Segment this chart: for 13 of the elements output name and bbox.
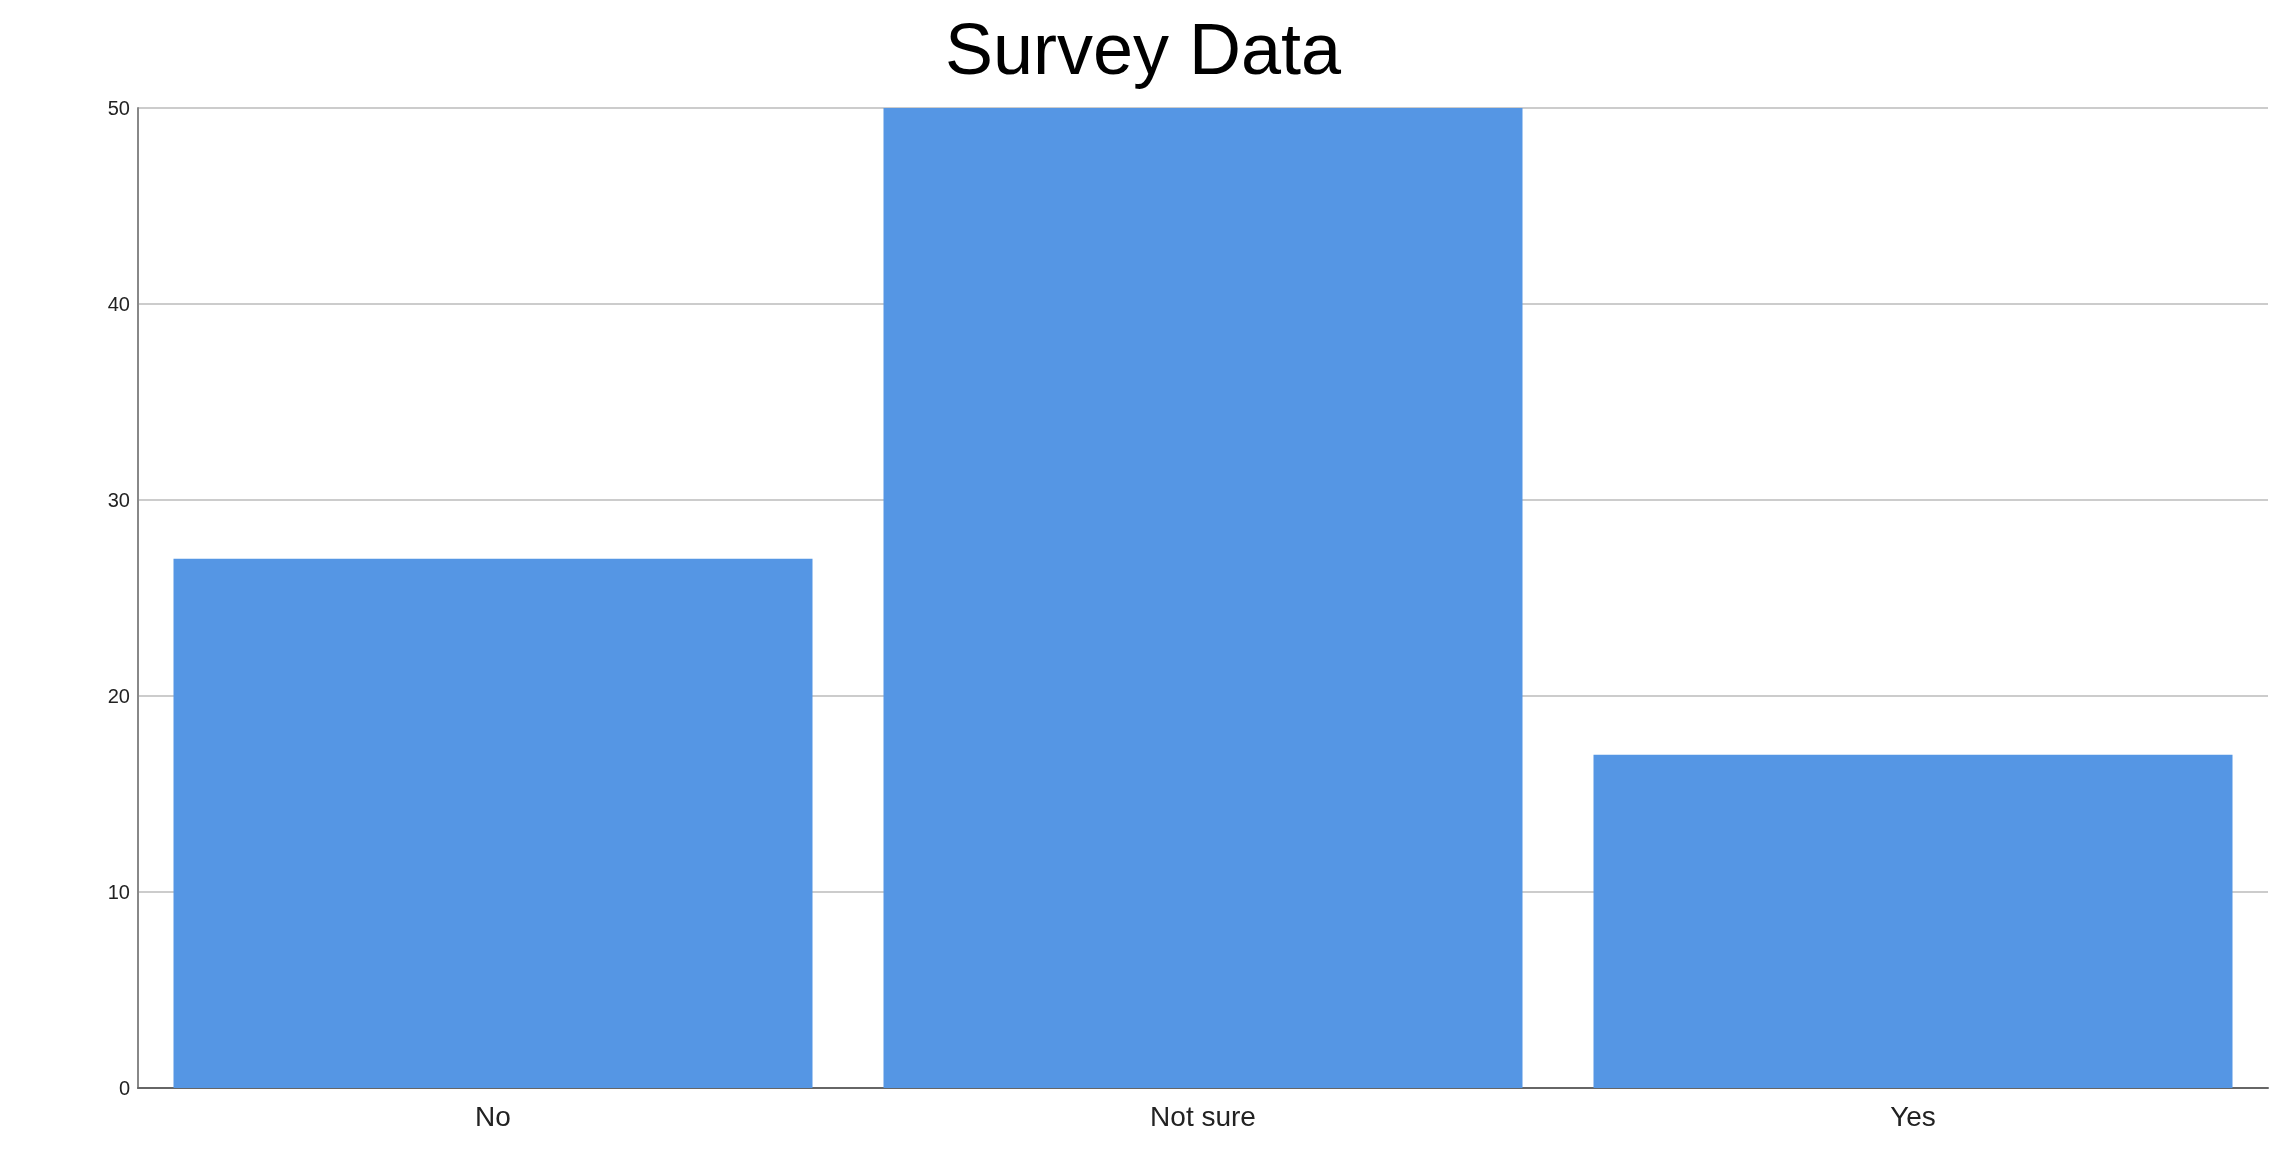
- bar: [173, 558, 813, 1088]
- bar: [1593, 754, 2233, 1088]
- y-tick-label: 0: [118, 1077, 130, 1099]
- chart-title: Survey Data: [944, 9, 1343, 89]
- y-tick-label: 40: [107, 293, 130, 315]
- y-tick-label: 20: [107, 685, 130, 707]
- y-tick-label: 30: [107, 489, 130, 511]
- y-tick-label: 50: [107, 97, 130, 119]
- x-tick-label: Yes: [1890, 1100, 1936, 1132]
- y-tick-label: 10: [107, 881, 130, 903]
- x-tick-label: Not sure: [1150, 1100, 1256, 1132]
- bar: [883, 108, 1523, 1088]
- x-tick-label: No: [475, 1100, 511, 1132]
